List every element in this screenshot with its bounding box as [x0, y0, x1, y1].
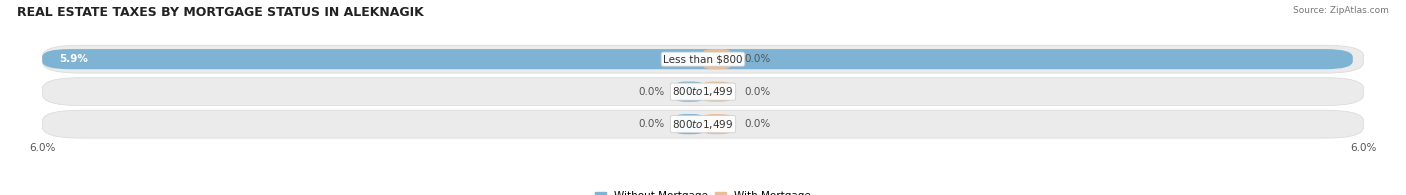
Text: REAL ESTATE TAXES BY MORTGAGE STATUS IN ALEKNAGIK: REAL ESTATE TAXES BY MORTGAGE STATUS IN …: [17, 6, 423, 19]
Text: $800 to $1,499: $800 to $1,499: [672, 118, 734, 131]
FancyBboxPatch shape: [703, 82, 731, 102]
FancyBboxPatch shape: [675, 82, 703, 102]
Text: Source: ZipAtlas.com: Source: ZipAtlas.com: [1294, 6, 1389, 15]
FancyBboxPatch shape: [703, 114, 731, 134]
FancyBboxPatch shape: [42, 110, 1364, 138]
FancyBboxPatch shape: [42, 49, 1353, 69]
FancyBboxPatch shape: [42, 45, 1364, 73]
Text: 0.0%: 0.0%: [745, 54, 770, 64]
Text: 0.0%: 0.0%: [638, 119, 665, 129]
Text: $800 to $1,499: $800 to $1,499: [672, 85, 734, 98]
Text: 0.0%: 0.0%: [745, 119, 770, 129]
Legend: Without Mortgage, With Mortgage: Without Mortgage, With Mortgage: [591, 187, 815, 195]
Text: 0.0%: 0.0%: [745, 87, 770, 97]
Text: 5.9%: 5.9%: [59, 54, 87, 64]
FancyBboxPatch shape: [703, 49, 731, 69]
FancyBboxPatch shape: [42, 78, 1364, 106]
Text: 0.0%: 0.0%: [638, 87, 665, 97]
FancyBboxPatch shape: [675, 114, 703, 134]
Text: Less than $800: Less than $800: [664, 54, 742, 64]
